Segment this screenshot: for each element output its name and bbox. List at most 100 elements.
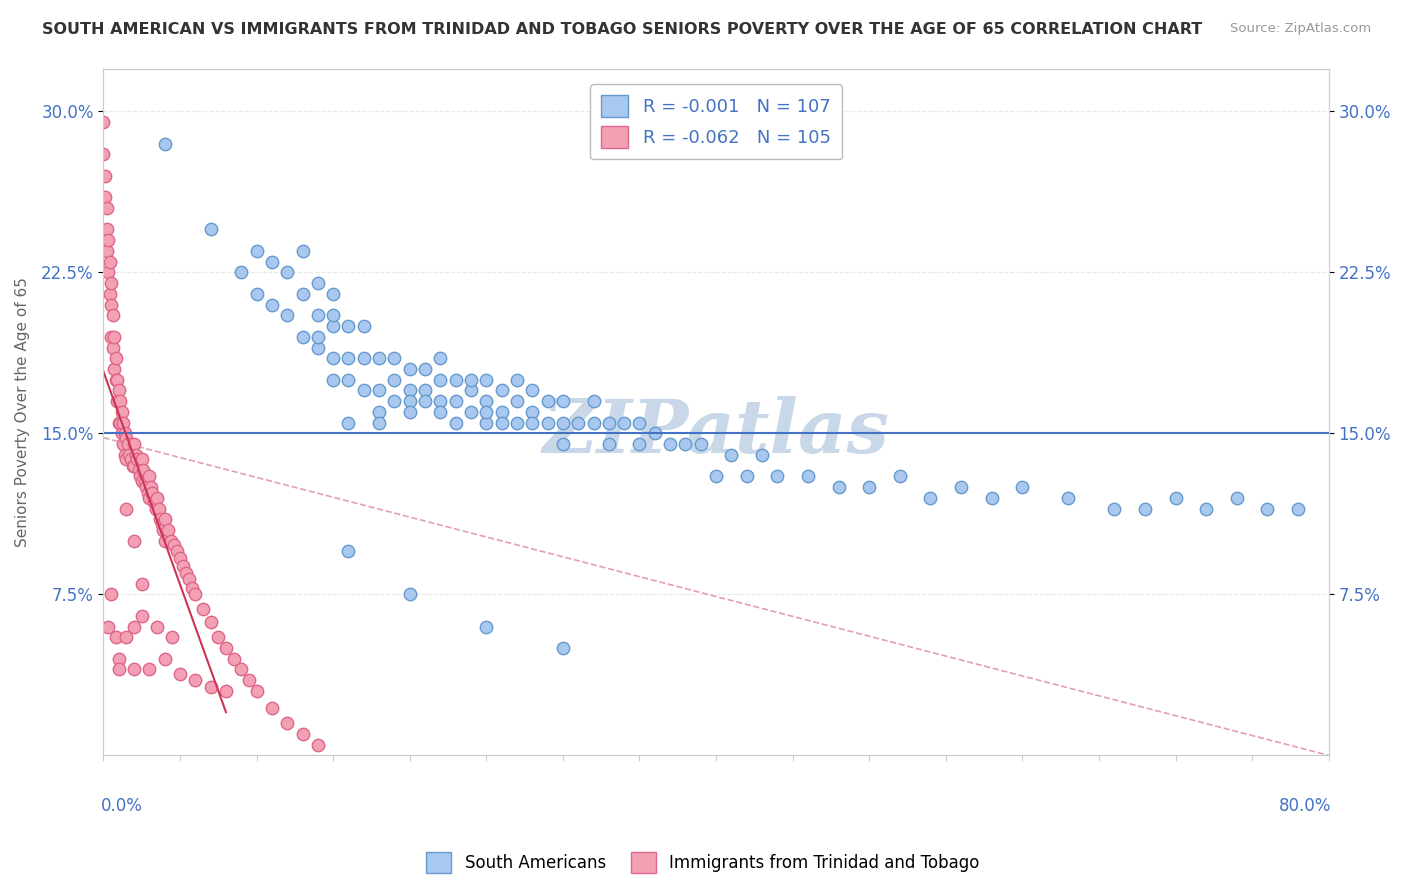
- Point: [94, 169, 117, 183]
- Point: [139, 480, 162, 494]
- Point: [143, 495, 166, 509]
- Point: [536, 394, 558, 409]
- Point: [97, 265, 120, 279]
- Point: [93, 115, 115, 129]
- Point: [307, 309, 329, 323]
- Point: [522, 405, 544, 419]
- Point: [104, 373, 127, 387]
- Point: [506, 373, 529, 387]
- Point: [107, 416, 129, 430]
- Point: [980, 491, 1002, 505]
- Point: [136, 486, 159, 500]
- Point: [475, 394, 498, 409]
- Point: [291, 286, 314, 301]
- Point: [413, 384, 436, 398]
- Point: [444, 373, 467, 387]
- Point: [145, 501, 167, 516]
- Point: [675, 437, 697, 451]
- Point: [115, 501, 138, 516]
- Point: [322, 373, 344, 387]
- Point: [131, 608, 153, 623]
- Point: [384, 351, 406, 366]
- Point: [368, 416, 391, 430]
- Point: [150, 516, 173, 531]
- Point: [322, 309, 344, 323]
- Point: [444, 394, 467, 409]
- Point: [827, 480, 849, 494]
- Point: [138, 491, 160, 505]
- Point: [181, 581, 204, 595]
- Point: [398, 405, 420, 419]
- Point: [276, 265, 298, 279]
- Point: [460, 405, 482, 419]
- Point: [134, 474, 156, 488]
- Point: [291, 727, 314, 741]
- Legend: R = -0.001   N = 107, R = -0.062   N = 105: R = -0.001 N = 107, R = -0.062 N = 105: [591, 85, 842, 159]
- Point: [96, 201, 118, 215]
- Point: [797, 469, 820, 483]
- Point: [174, 566, 197, 580]
- Point: [132, 463, 155, 477]
- Text: SOUTH AMERICAN VS IMMIGRANTS FROM TRINIDAD AND TOBAGO SENIORS POVERTY OVER THE A: SOUTH AMERICAN VS IMMIGRANTS FROM TRINID…: [42, 22, 1202, 37]
- Text: ZIPatlas: ZIPatlas: [543, 396, 890, 469]
- Point: [291, 244, 314, 258]
- Point: [103, 330, 125, 344]
- Point: [246, 684, 269, 698]
- Point: [475, 619, 498, 633]
- Point: [207, 630, 229, 644]
- Point: [1286, 501, 1309, 516]
- Point: [950, 480, 973, 494]
- Point: [368, 405, 391, 419]
- Point: [115, 452, 138, 467]
- Point: [122, 663, 145, 677]
- Point: [1133, 501, 1156, 516]
- Point: [506, 394, 529, 409]
- Point: [353, 384, 375, 398]
- Point: [628, 416, 651, 430]
- Point: [146, 491, 169, 505]
- Point: [169, 550, 191, 565]
- Point: [1011, 480, 1033, 494]
- Point: [858, 480, 880, 494]
- Point: [105, 373, 128, 387]
- Legend: South Americans, Immigrants from Trinidad and Tobago: South Americans, Immigrants from Trinida…: [419, 846, 987, 880]
- Point: [613, 416, 636, 430]
- Point: [152, 523, 174, 537]
- Point: [766, 469, 789, 483]
- Point: [429, 373, 451, 387]
- Point: [122, 619, 145, 633]
- Point: [215, 684, 238, 698]
- Point: [105, 394, 128, 409]
- Point: [184, 673, 207, 688]
- Point: [644, 426, 666, 441]
- Text: 80.0%: 80.0%: [1278, 797, 1331, 814]
- Point: [114, 448, 136, 462]
- Point: [94, 190, 117, 204]
- Point: [191, 602, 214, 616]
- Point: [384, 373, 406, 387]
- Point: [172, 559, 194, 574]
- Point: [628, 437, 651, 451]
- Point: [353, 319, 375, 334]
- Point: [429, 394, 451, 409]
- Point: [100, 276, 122, 290]
- Point: [131, 576, 153, 591]
- Point: [1195, 501, 1218, 516]
- Point: [398, 587, 420, 601]
- Point: [96, 222, 118, 236]
- Point: [97, 233, 120, 247]
- Point: [307, 738, 329, 752]
- Point: [1057, 491, 1080, 505]
- Point: [260, 701, 283, 715]
- Point: [551, 640, 574, 655]
- Point: [1256, 501, 1278, 516]
- Text: 0.0%: 0.0%: [101, 797, 143, 814]
- Point: [115, 431, 138, 445]
- Point: [97, 619, 120, 633]
- Point: [720, 448, 742, 462]
- Point: [98, 286, 121, 301]
- Point: [429, 351, 451, 366]
- Point: [231, 663, 253, 677]
- Point: [111, 405, 134, 419]
- Point: [122, 437, 145, 451]
